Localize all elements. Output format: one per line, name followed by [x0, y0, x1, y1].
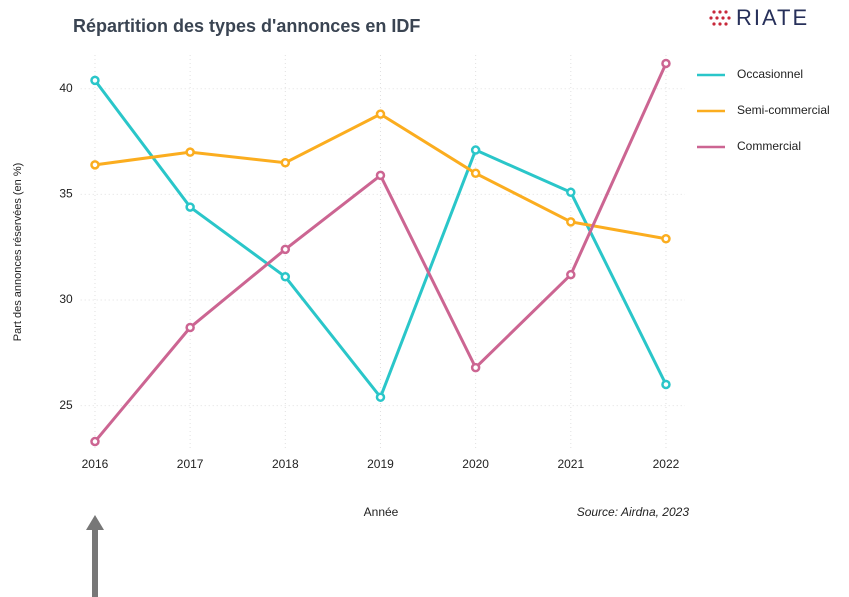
point — [280, 157, 291, 168]
point — [470, 145, 481, 155]
point — [185, 322, 195, 333]
point — [566, 217, 576, 227]
point — [661, 379, 671, 390]
x-tick-label: 2016 — [82, 457, 109, 471]
point — [375, 170, 386, 181]
logo: RIATE — [736, 5, 809, 30]
x-tick-label: 2022 — [653, 457, 680, 471]
source: Source: Airdna, 2023 — [577, 505, 690, 519]
x-tick-label: 2021 — [557, 457, 584, 471]
x-axis-label: Année — [364, 505, 399, 519]
legend-label: Commercial — [737, 139, 801, 153]
logo-dots — [709, 10, 731, 26]
y-axis-label: Part des annonces réservées (en %) — [12, 163, 24, 342]
point — [185, 147, 195, 157]
x-tick-label: 2020 — [462, 457, 489, 471]
point — [566, 269, 576, 280]
y-tick-label: 25 — [59, 398, 73, 412]
y-tick-label: 40 — [59, 81, 73, 95]
point — [185, 202, 195, 212]
x-tick-label: 2017 — [177, 457, 204, 471]
y-tick-label: 35 — [59, 187, 73, 201]
x-tick-label: 2018 — [272, 457, 299, 471]
point — [280, 272, 291, 282]
arrow — [86, 515, 104, 597]
legend-label: Semi-commercial — [737, 103, 830, 117]
point — [375, 392, 386, 402]
point — [375, 109, 386, 119]
point — [90, 160, 100, 170]
point — [470, 362, 481, 373]
point — [90, 75, 100, 86]
point — [661, 234, 671, 244]
legend-label: Occasionnel — [737, 67, 803, 81]
point — [661, 58, 671, 69]
point — [470, 168, 481, 179]
series-line — [93, 62, 668, 443]
point — [566, 187, 576, 198]
x-tick-label: 2019 — [367, 457, 394, 471]
point — [90, 436, 100, 447]
chart-title: Répartition des types d'annonces en IDF — [73, 16, 420, 36]
y-tick-label: 30 — [59, 292, 73, 306]
point — [280, 244, 291, 255]
